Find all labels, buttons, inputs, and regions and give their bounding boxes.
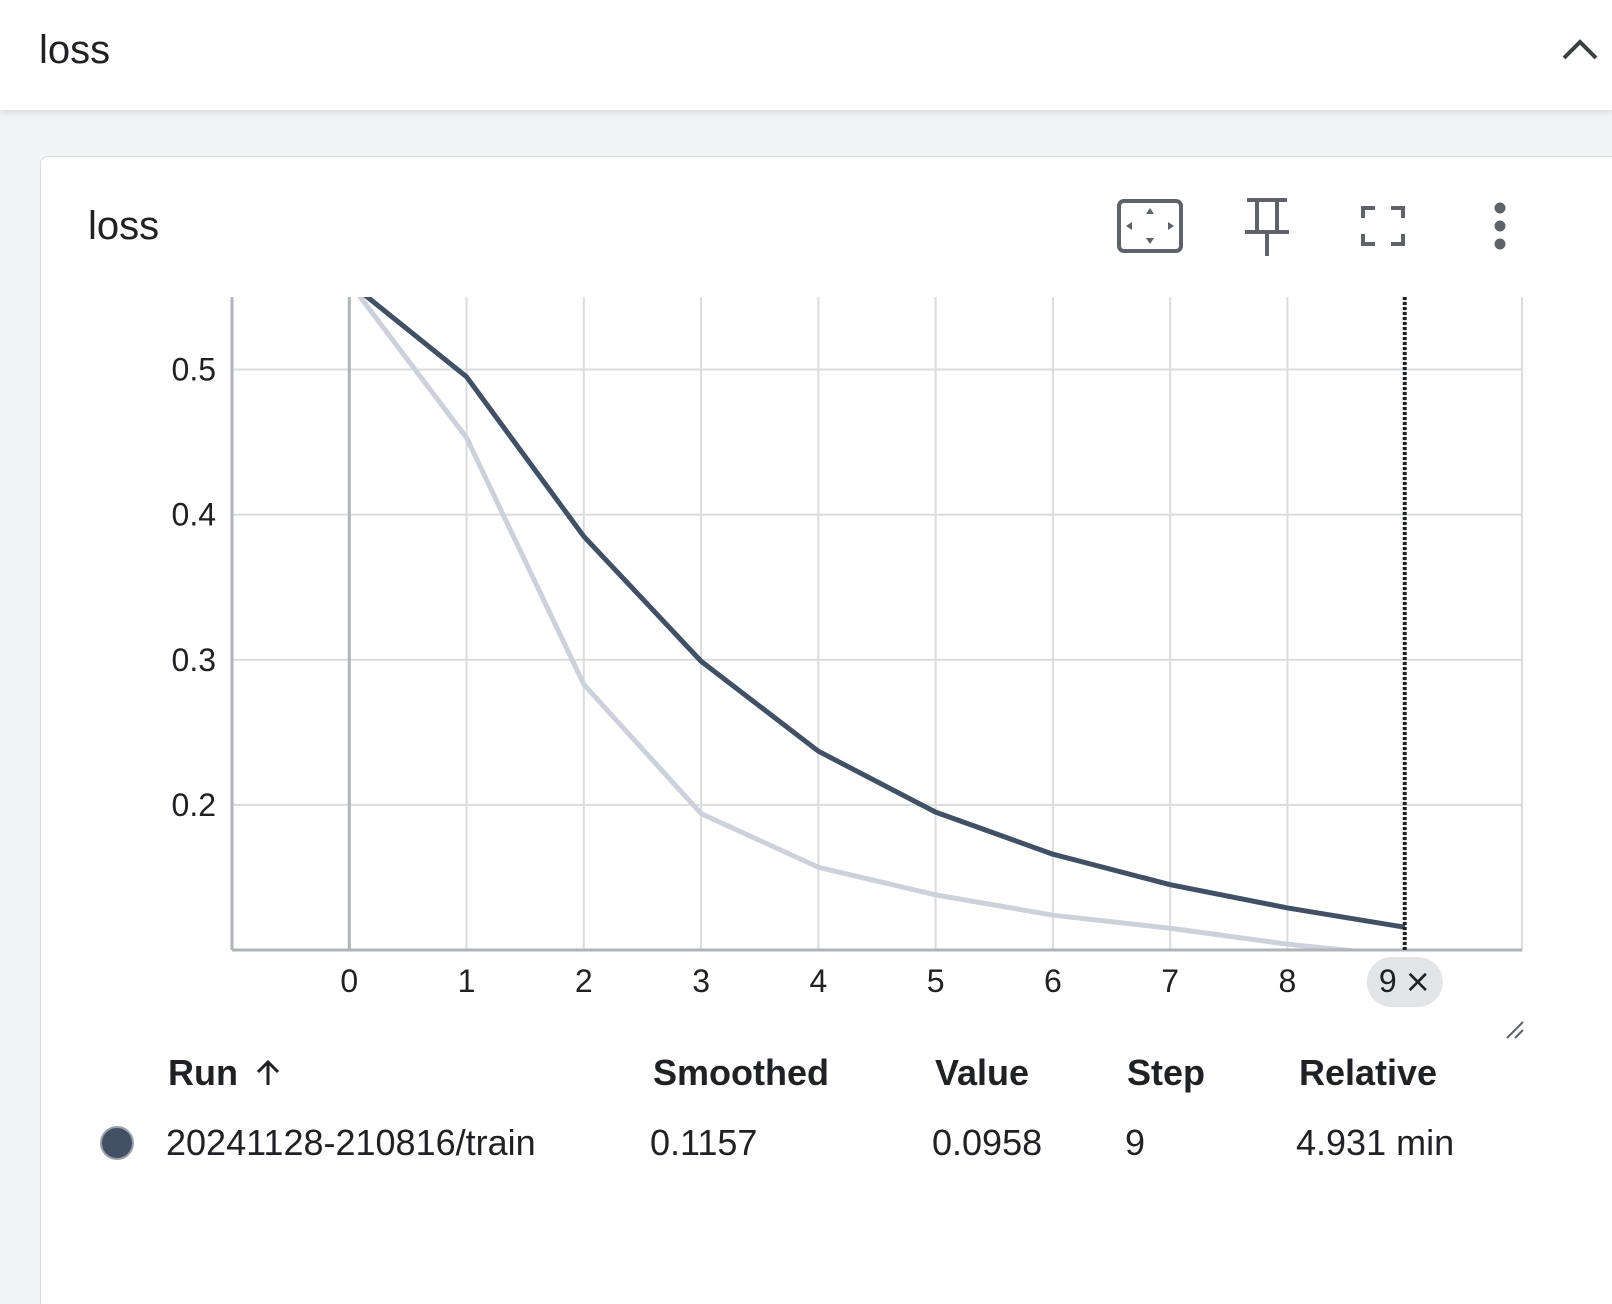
chart-axes: 0 1 2 3 4 5 6 7 8 0.2 0.3 0.4 0.5 <box>172 297 1522 999</box>
chevron-up-icon[interactable] <box>1560 30 1600 70</box>
hover-step-value: 9 <box>1379 963 1397 999</box>
row-step: 9 <box>1125 1122 1146 1163</box>
scalar-card <box>40 156 1612 1304</box>
card-title: loss <box>88 204 160 248</box>
fullscreen-button[interactable] <box>1347 190 1419 262</box>
x-tick-label: 8 <box>1279 963 1297 999</box>
x-tick-label: 6 <box>1044 963 1062 999</box>
x-tick-label: 4 <box>809 963 827 999</box>
x-tick-label: 1 <box>458 963 476 999</box>
x-tick-label: 0 <box>340 963 358 999</box>
value-column-header[interactable]: Value <box>935 1052 1030 1093</box>
chart-grid <box>232 297 1523 950</box>
pin-button[interactable] <box>1231 190 1303 262</box>
fullscreen-icon <box>1361 206 1405 246</box>
pin-icon <box>1245 198 1289 256</box>
fit-to-data-button[interactable] <box>1114 190 1186 262</box>
x-tick-label: 5 <box>927 963 945 999</box>
relative-column-header[interactable]: Relative <box>1299 1052 1438 1093</box>
y-tick-label: 0.5 <box>172 352 216 388</box>
hover-layer: 9 × <box>1366 297 1443 1007</box>
step-column-header[interactable]: Step <box>1127 1052 1206 1093</box>
y-tick-label: 0.4 <box>172 497 216 533</box>
more-vert-icon <box>1494 202 1506 250</box>
run-color-dot <box>100 1126 134 1160</box>
close-icon: × <box>1404 962 1431 1000</box>
y-tick-label: 0.3 <box>172 642 216 678</box>
row-relative: 4.931 min <box>1296 1122 1455 1163</box>
row-smoothed: 0.1157 <box>650 1122 758 1163</box>
x-tick-label: 7 <box>1161 963 1179 999</box>
run-column-header[interactable]: Run <box>168 1052 282 1094</box>
row-run: 20241128-210816/train <box>166 1122 536 1163</box>
fit-to-data-icon <box>1117 199 1183 253</box>
more-options-button[interactable] <box>1464 190 1536 262</box>
arrow-up-icon <box>256 1059 280 1085</box>
group-header: loss <box>0 0 1612 110</box>
row-value: 0.0958 <box>932 1122 1043 1163</box>
smoothed-series-line <box>363 297 1406 930</box>
x-tick-label: 3 <box>692 963 710 999</box>
hover-step-chip <box>1366 957 1443 1007</box>
run-header-label: Run <box>168 1052 238 1093</box>
raw-series-line <box>357 297 1370 950</box>
x-tick-label: 2 <box>575 963 593 999</box>
resize-handle-icon[interactable] <box>1505 1020 1525 1040</box>
series-layer <box>357 297 1406 950</box>
group-title: loss <box>39 28 111 72</box>
y-tick-label: 0.2 <box>172 787 216 823</box>
smoothed-column-header[interactable]: Smoothed <box>653 1052 829 1093</box>
